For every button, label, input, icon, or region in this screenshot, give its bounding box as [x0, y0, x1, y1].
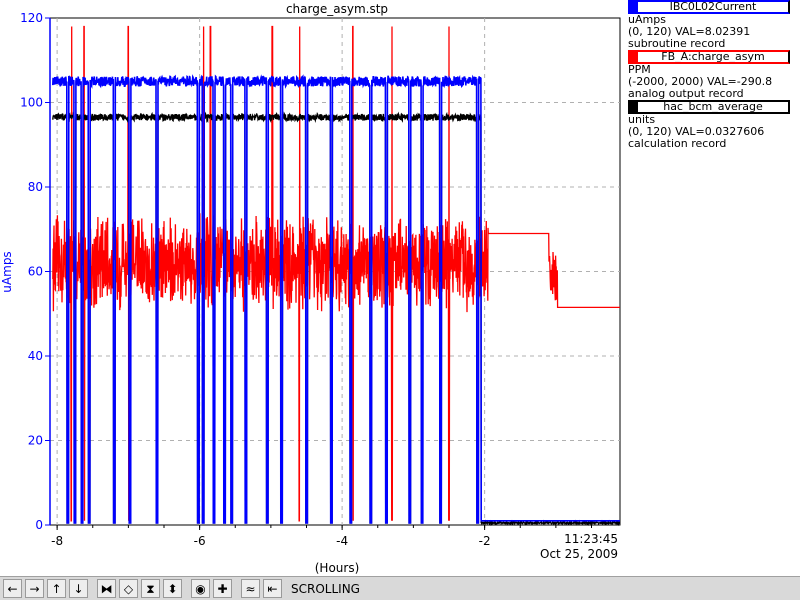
zoom-in-y-button[interactable]: ⧗	[141, 579, 160, 598]
legend-range: (0, 120) VAL=8.02391	[628, 25, 751, 38]
scroll-right-button[interactable]: →	[25, 579, 44, 598]
grid-lines	[50, 18, 620, 525]
x-tick-label: -8	[51, 534, 63, 548]
y-axis-label: uAmps	[0, 251, 14, 292]
zoom-out-x-button[interactable]: ◇	[119, 579, 138, 598]
x-tick-label: -4	[336, 534, 348, 548]
scroll-left-button[interactable]: ←	[3, 579, 22, 598]
legend-range: (-2000, 2000) VAL=-290.8	[628, 75, 773, 88]
toolbar: ← → ↑ ↓ ⧓ ◇ ⧗ ⬍ ◉ ✚ ≈ ⇤ SCROLLING	[0, 576, 800, 600]
legend-entry-charge-asym[interactable]: FB_A:charge_asym PPM (-2000, 2000) VAL=-…	[620, 50, 800, 100]
series-line-charge-asym	[52, 25, 620, 522]
scrolling-status: SCROLLING	[291, 581, 360, 596]
y-tick-label: 60	[28, 265, 43, 279]
crosshair-button[interactable]: ✚	[213, 579, 232, 598]
x-tick-label: -2	[479, 534, 491, 548]
y-tick-label: 100	[20, 96, 43, 110]
series-line-ibc0l02current	[52, 74, 620, 524]
legend-entry-hac-bcm-average[interactable]: hac_bcm_average units (0, 120) VAL=0.032…	[620, 100, 800, 150]
legend-swatch-box[interactable]: FB_A:charge_asym	[628, 50, 790, 64]
legend-units: PPM	[628, 63, 651, 76]
legend-label: hac_bcm_average	[663, 100, 763, 113]
legend-label: FB_A:charge_asym	[661, 50, 765, 63]
chart-title: charge_asym.stp	[286, 2, 388, 16]
scroll-up-button[interactable]: ↑	[47, 579, 66, 598]
y-tick-label: 20	[28, 434, 43, 448]
legend-range: (0, 120) VAL=0.0327606	[628, 125, 765, 138]
x-end-time-label: 11:23:45	[564, 532, 618, 546]
series-line-hac-bcm-average	[52, 111, 621, 527]
legend-swatch-box[interactable]: hac_bcm_average	[628, 100, 790, 114]
y-tick-label: 0	[35, 518, 43, 532]
zoom-out-y-button[interactable]: ⬍	[163, 579, 182, 598]
x-end-date-label: Oct 25, 2009	[540, 547, 618, 561]
center-button[interactable]: ◉	[191, 579, 210, 598]
legend-record: subroutine record	[628, 37, 726, 50]
legend-units: units	[628, 113, 656, 126]
legend-panel: IBC0L02Current uAmps (0, 120) VAL=8.0239…	[620, 0, 800, 170]
series-layer	[52, 25, 621, 527]
legend-record: calculation record	[628, 137, 727, 150]
y-tick-label: 120	[20, 11, 43, 25]
legend-label: IBC0L02Current	[669, 0, 757, 13]
scroll-down-button[interactable]: ↓	[69, 579, 88, 598]
scroll-mode-button[interactable]: ⇤	[263, 579, 282, 598]
x-axis-label: (Hours)	[315, 561, 360, 575]
axes: 0 20 40 60 80 100 120 -8 -6 -4 -2	[20, 11, 592, 548]
zoom-in-x-button[interactable]: ⧓	[97, 579, 116, 598]
legend-units: uAmps	[628, 13, 666, 26]
autoscale-button[interactable]: ≈	[241, 579, 260, 598]
y-tick-label: 80	[28, 180, 43, 194]
legend-entry-ibc0l02current[interactable]: IBC0L02Current uAmps (0, 120) VAL=8.0239…	[620, 0, 800, 50]
legend-swatch-box[interactable]: IBC0L02Current	[628, 0, 790, 14]
y-tick-label: 40	[28, 349, 43, 363]
x-tick-label: -6	[194, 534, 206, 548]
legend-record: analog output record	[628, 87, 744, 100]
